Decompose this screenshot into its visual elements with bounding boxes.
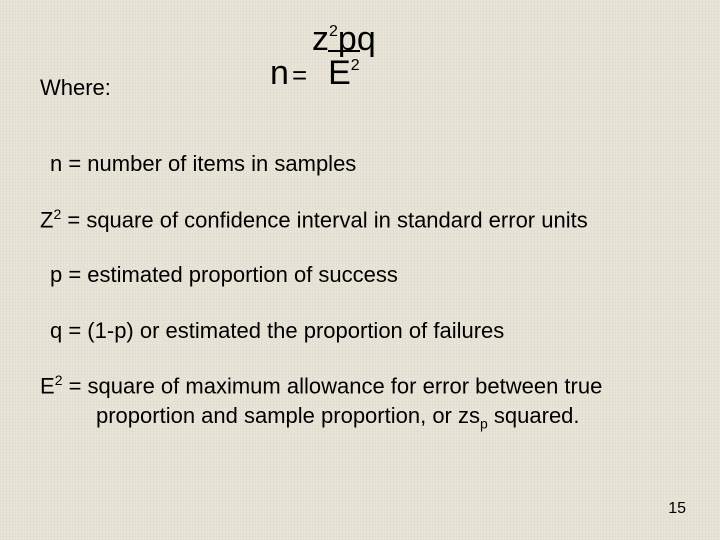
e2-sub: p [480, 416, 488, 432]
formula-equals: = [292, 60, 307, 91]
num-z: z [312, 20, 329, 58]
e2-var: E [40, 374, 55, 399]
def-q: q = (1-p) or estimated the proportion of… [50, 317, 680, 345]
formula-denominator: E2 [328, 50, 360, 92]
formula-n: n [270, 54, 289, 93]
page-number: 15 [668, 500, 686, 518]
z2-text: = square of confidence interval in stand… [61, 207, 587, 232]
def-e2-line2: proportion and sample proportion, or zsp… [50, 402, 680, 433]
denom-E: E [328, 54, 351, 92]
z2-var: Z [40, 207, 53, 232]
slide: Where: n = z2pq E2 n = number of items i… [0, 0, 720, 540]
def-p: p = estimated proportion of success [50, 261, 680, 289]
denom-E-sup: 2 [351, 57, 360, 74]
formula-fraction: z2pq E2 [312, 22, 376, 90]
def-e2: E2 = square of maximum allowance for err… [40, 372, 680, 400]
e2-line2-a: proportion and sample proportion, or zs [96, 403, 480, 428]
e2-line1: = square of maximum allowance for error … [62, 374, 602, 399]
num-z-sup: 2 [329, 23, 338, 40]
def-n: n = number of items in samples [50, 150, 680, 178]
def-z2: Z2 = square of confidence interval in st… [40, 206, 680, 234]
definitions: n = number of items in samples Z2 = squa… [50, 150, 680, 461]
where-label: Where: [40, 75, 111, 101]
e2-line2-b: squared. [488, 403, 580, 428]
